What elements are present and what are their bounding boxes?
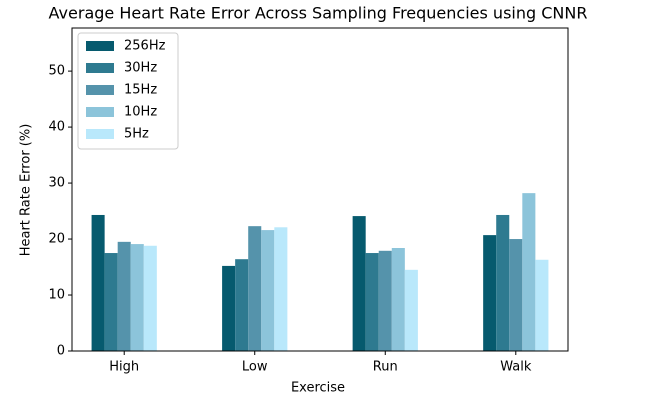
x-tick-label: Run xyxy=(373,360,398,375)
bar xyxy=(404,269,418,351)
y-tick-label: 50 xyxy=(48,64,65,79)
bar xyxy=(130,244,144,351)
bar xyxy=(378,250,392,351)
bar xyxy=(117,241,131,351)
bar xyxy=(365,253,379,351)
y-tick-label: 10 xyxy=(48,288,65,303)
bar xyxy=(143,245,157,351)
y-tick-label: 40 xyxy=(48,120,65,135)
y-tick-label: 30 xyxy=(48,176,65,191)
x-axis-label: Exercise xyxy=(291,381,345,396)
legend-swatch xyxy=(86,107,114,117)
chart-title: Average Heart Rate Error Across Sampling… xyxy=(49,4,588,23)
legend-label: 30Hz xyxy=(124,61,157,76)
legend-label: 15Hz xyxy=(124,83,157,98)
bar xyxy=(535,259,549,351)
legend-label: 256Hz xyxy=(124,39,166,54)
bar xyxy=(274,227,288,351)
bar xyxy=(261,230,275,351)
bar xyxy=(391,247,405,351)
legend-swatch xyxy=(86,85,114,95)
legend-box xyxy=(77,32,179,150)
legend-swatch xyxy=(86,41,114,51)
bar xyxy=(352,216,366,351)
bar xyxy=(509,239,523,351)
y-tick-label: 20 xyxy=(48,232,65,247)
bar xyxy=(222,265,236,351)
legend-label: 5Hz xyxy=(124,127,149,142)
x-tick-label: Walk xyxy=(500,360,532,375)
legend-swatch xyxy=(86,63,114,73)
bar xyxy=(248,226,262,351)
bar xyxy=(522,193,536,351)
bar xyxy=(91,214,105,351)
bar xyxy=(235,259,249,351)
x-tick-label: High xyxy=(109,360,139,375)
bar xyxy=(104,253,118,351)
legend-label: 10Hz xyxy=(124,105,157,120)
bar xyxy=(483,235,497,351)
y-tick-label: 0 xyxy=(57,344,65,359)
x-tick-label: Low xyxy=(242,360,268,375)
y-axis-label: Heart Rate Error (%) xyxy=(19,124,34,257)
bar xyxy=(496,214,510,351)
legend-swatch xyxy=(86,129,114,139)
plot-frame xyxy=(71,27,569,352)
